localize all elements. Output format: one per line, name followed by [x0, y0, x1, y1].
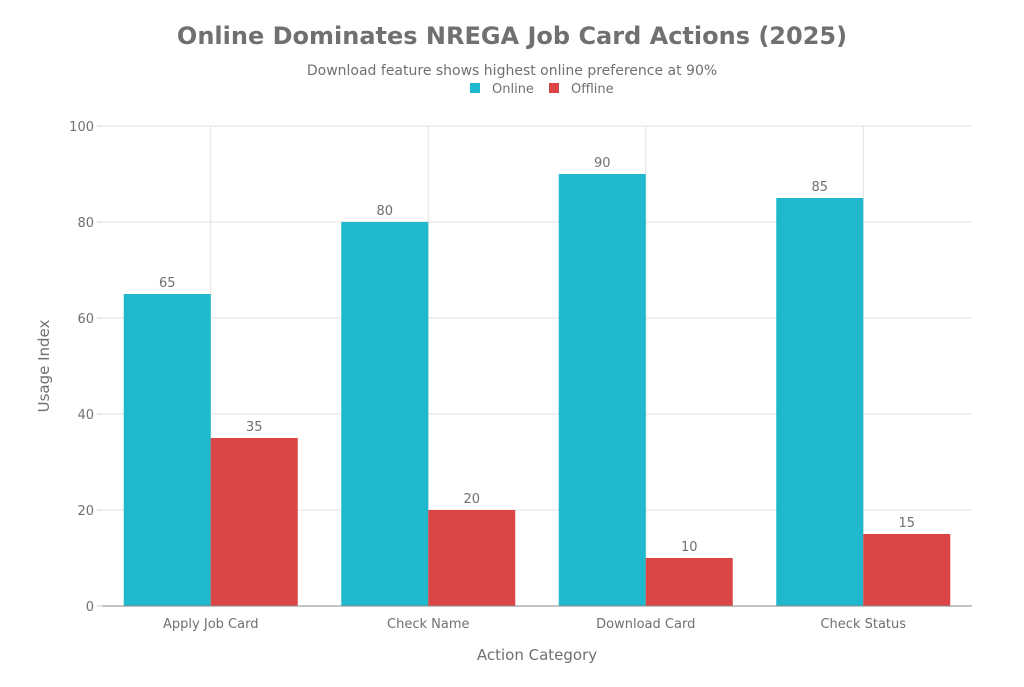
x-tick-label: Check Status — [820, 617, 906, 632]
data-label: 90 — [594, 156, 611, 171]
data-label: 20 — [463, 492, 480, 507]
data-label: 15 — [898, 516, 915, 531]
data-label: 85 — [811, 180, 828, 195]
y-tick-label: 20 — [77, 504, 94, 519]
y-axis-label: Usage Index — [35, 319, 53, 412]
x-tick-label: Check Name — [387, 617, 469, 632]
data-label: 35 — [246, 420, 263, 435]
axes: 0 20 40 60 80 100 Apply Job Card Check Name Down… — [69, 120, 972, 632]
y-tick-label: 0 — [86, 600, 94, 615]
data-label: 65 — [159, 276, 176, 291]
legend-label-offline: Offline — [571, 82, 614, 97]
bar-online — [341, 222, 429, 606]
legend: Online Offline — [470, 82, 614, 97]
data-label: 10 — [681, 540, 698, 555]
bar-offline — [428, 510, 516, 606]
bar-online — [558, 174, 646, 606]
chart-title: Online Dominates NREGA Job Card Actions … — [177, 22, 847, 50]
legend-label-online: Online — [492, 82, 534, 97]
legend-swatch-offline — [549, 83, 559, 93]
bars: 65 80 90 85 35 20 10 15 — [123, 156, 951, 606]
data-label: 80 — [376, 204, 393, 219]
bar-offline — [863, 534, 951, 606]
legend-swatch-online — [470, 83, 480, 93]
chart-subtitle: Download feature shows highest online pr… — [307, 63, 717, 79]
y-tick-label: 80 — [77, 216, 94, 231]
x-tick-label: Download Card — [596, 617, 695, 632]
y-tick-label: 100 — [69, 120, 94, 135]
bar-offline — [210, 438, 298, 606]
x-tick-label: Apply Job Card — [163, 617, 258, 632]
x-axis-label: Action Category — [477, 646, 597, 664]
y-tick-label: 40 — [77, 408, 94, 423]
y-tick-label: 60 — [77, 312, 94, 327]
bar-online — [123, 294, 211, 606]
bar-offline — [645, 558, 733, 606]
bar-online — [776, 198, 864, 606]
